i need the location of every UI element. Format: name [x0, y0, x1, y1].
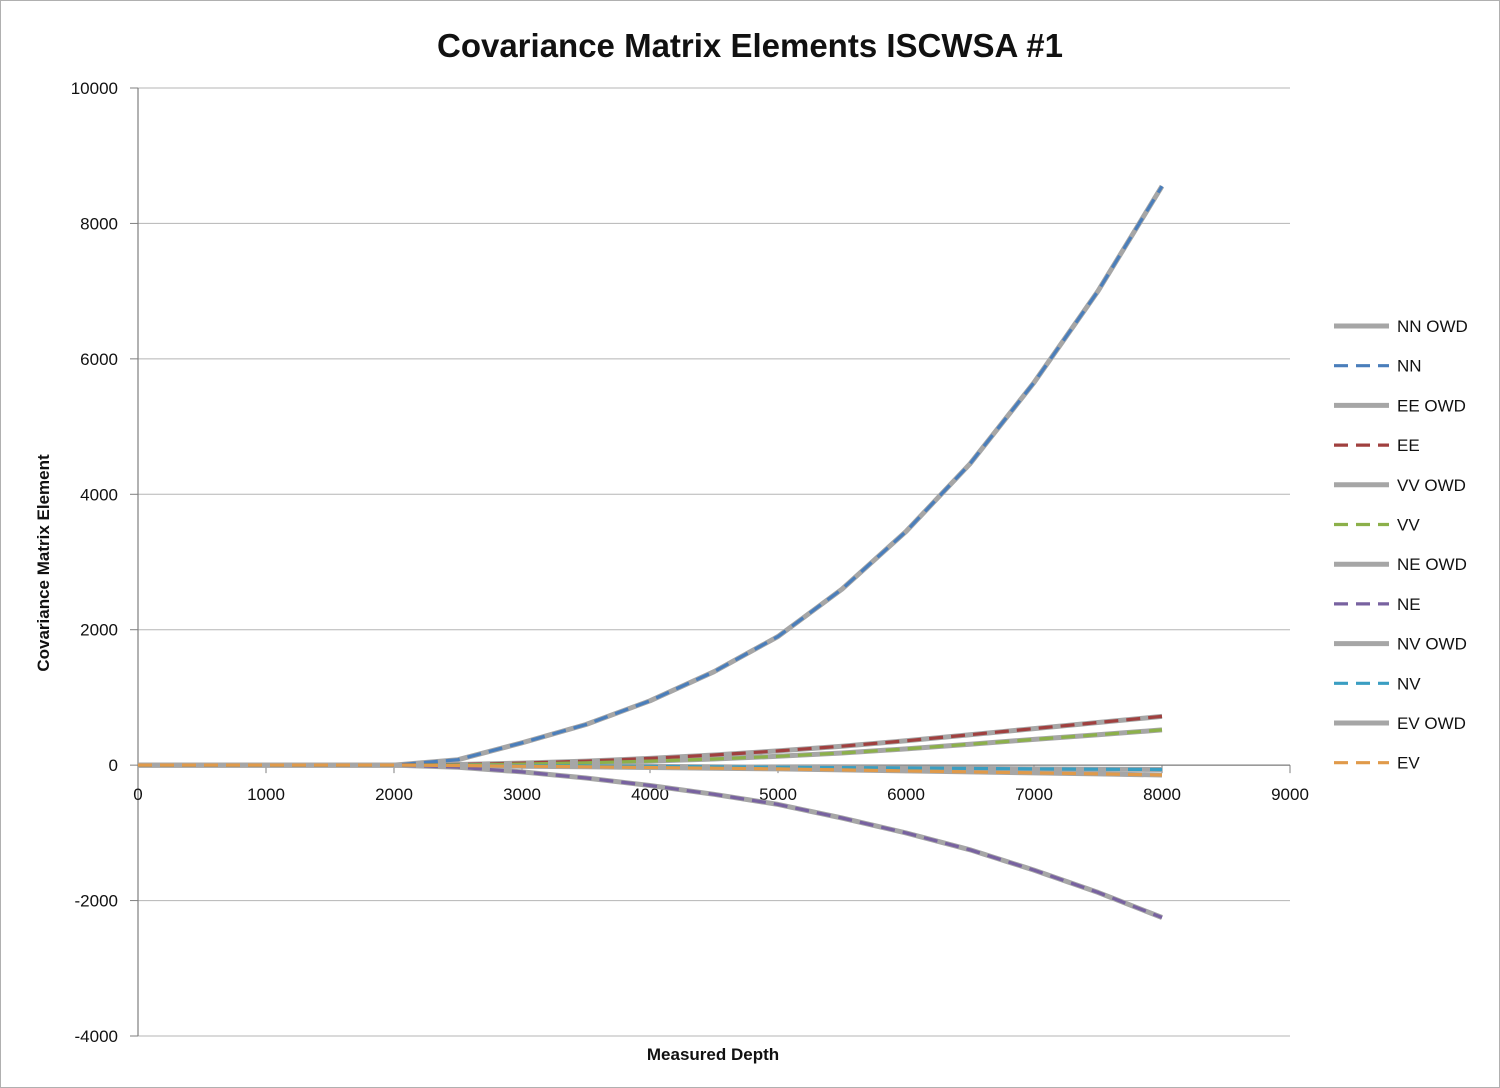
- legend-item-ev-owd: EV OWD: [1334, 714, 1466, 733]
- legend-item-nn: NN: [1334, 357, 1422, 376]
- gridlines: [130, 87, 1290, 1037]
- legend-item-ne: NE: [1334, 595, 1421, 614]
- legend-item-nv-owd: NV OWD: [1334, 635, 1467, 654]
- series-line-nn: [138, 185, 1164, 767]
- y-tick-label: 4000: [80, 485, 118, 504]
- legend-item-ne-owd: NE OWD: [1334, 555, 1467, 574]
- x-axis-title: Measured Depth: [647, 1045, 779, 1064]
- legend-label: EV: [1397, 754, 1420, 773]
- y-tick-label: -2000: [75, 892, 118, 911]
- y-axis-title: Covariance Matrix Element: [34, 454, 53, 672]
- legend-label: VV: [1397, 516, 1420, 535]
- legend-item-nn-owd: NN OWD: [1334, 317, 1468, 336]
- x-tick-label: 1000: [247, 785, 285, 804]
- legend-label: NE OWD: [1397, 555, 1467, 574]
- x-tick-label: 8000: [1143, 785, 1181, 804]
- series-lines: [138, 184, 1165, 920]
- legend: NN OWD NN EE OWD EE VV OWD VV NE OWD NE NV OWD NV…: [1334, 317, 1468, 773]
- y-tick-label: 0: [109, 756, 118, 775]
- legend-item-nv: NV: [1334, 674, 1421, 693]
- axes: [137, 88, 1291, 1036]
- series-line-ne: [138, 763, 1163, 919]
- legend-label: VV OWD: [1397, 476, 1466, 495]
- series-line-ee: [138, 714, 1163, 767]
- x-tick-labels: 0 1000 2000 3000 4000 5000 6000 7000 8000 9000: [133, 785, 1309, 804]
- x-tick-label: 6000: [887, 785, 925, 804]
- legend-item-vv: VV: [1334, 516, 1420, 535]
- y-tick-label: 8000: [80, 214, 118, 233]
- legend-label: EE: [1397, 436, 1420, 455]
- x-tick-label: 2000: [375, 785, 413, 804]
- y-tick-label: 2000: [80, 621, 118, 640]
- x-tick-label: 0: [133, 785, 142, 804]
- legend-label: NV OWD: [1397, 635, 1467, 654]
- x-tick-label: 5000: [759, 785, 797, 804]
- y-tick-label: 6000: [80, 350, 118, 369]
- legend-label: EE OWD: [1397, 396, 1466, 415]
- legend-label: EV OWD: [1397, 714, 1466, 733]
- y-tick-label: 10000: [71, 79, 118, 98]
- series-line-vv: [138, 728, 1163, 767]
- legend-label: NE: [1397, 595, 1421, 614]
- legend-item-vv-owd: VV OWD: [1334, 476, 1466, 495]
- y-tick-label: -4000: [75, 1027, 118, 1046]
- y-tick-labels: 10000 8000 6000 4000 2000 0 -2000 -4000: [71, 79, 118, 1046]
- x-tick-label: 9000: [1271, 785, 1309, 804]
- chart-title: Covariance Matrix Elements ISCWSA #1: [437, 27, 1063, 64]
- legend-label: NV: [1397, 674, 1421, 693]
- legend-label: NN: [1397, 357, 1422, 376]
- legend-item-ev: EV: [1334, 754, 1420, 773]
- series-line-nn-owd: [138, 184, 1165, 768]
- x-tick-label: 3000: [503, 785, 541, 804]
- legend-item-ee-owd: EE OWD: [1334, 396, 1466, 415]
- x-tick-label: 4000: [631, 785, 669, 804]
- series-line-ne-owd: [138, 762, 1163, 920]
- series-line-ev: [138, 763, 1163, 777]
- legend-label: NN OWD: [1397, 317, 1468, 336]
- x-tick-label: 7000: [1015, 785, 1053, 804]
- legend-item-ee: EE: [1334, 436, 1420, 455]
